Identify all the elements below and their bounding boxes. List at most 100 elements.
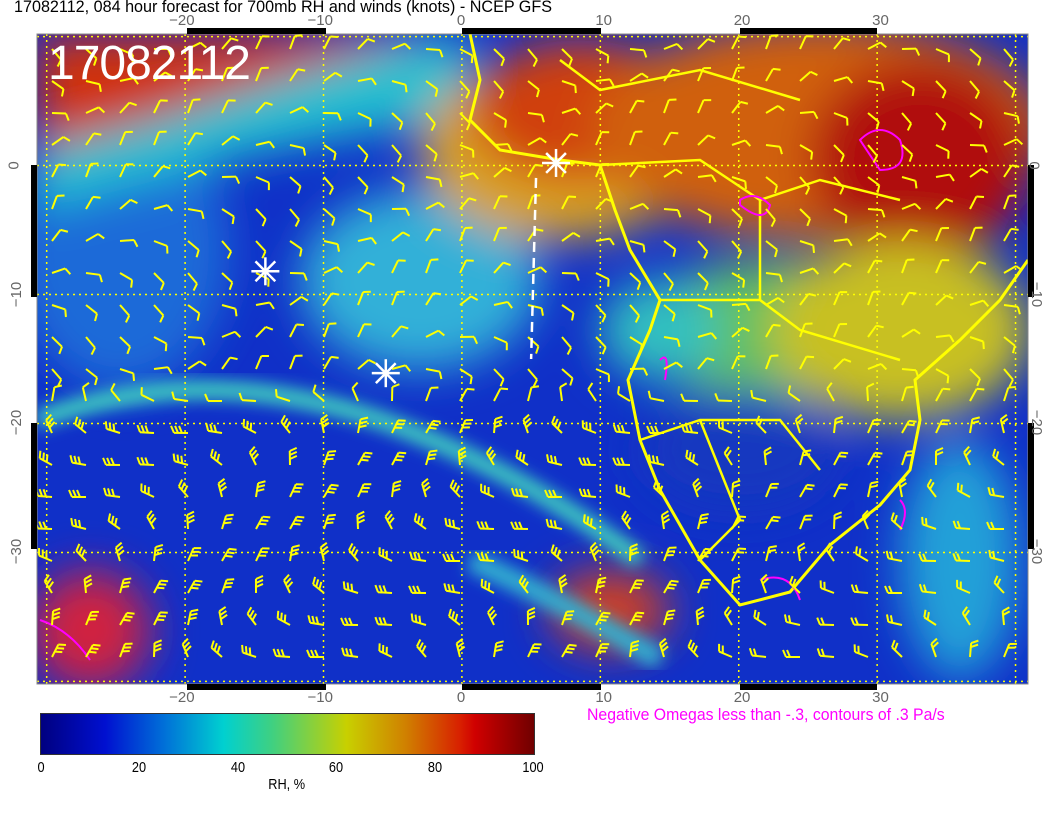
wind-barb (680, 423, 699, 434)
wind-barb (493, 387, 509, 402)
wind-barb (901, 144, 914, 163)
track-line (529, 177, 538, 360)
wind-barb (750, 389, 767, 402)
wind-barb (51, 136, 71, 146)
wind-barb (765, 176, 778, 194)
wind-barb (102, 457, 121, 466)
wind-barb (289, 240, 303, 257)
wind-barb (816, 617, 835, 626)
wind-barb (1003, 112, 1020, 124)
wind-barb (755, 415, 767, 434)
wind-barb (1003, 227, 1019, 242)
wind-barb (787, 385, 801, 402)
wind-barb (969, 144, 988, 153)
wind-barb (153, 71, 173, 82)
wind-barb (765, 240, 778, 258)
wind-barb (238, 392, 257, 402)
wind-barb (340, 617, 359, 626)
omega-contours (39, 129, 906, 661)
colorbar-label: RH, % (268, 776, 306, 793)
wind-barb (935, 368, 950, 384)
wind-barb (51, 384, 63, 402)
wind-barb (969, 195, 985, 210)
wind-barb (867, 112, 880, 130)
lon-tick-label: 30 (872, 12, 889, 29)
colorbar-tick: 0 (37, 759, 45, 776)
wind-barb (209, 448, 223, 466)
wind-barb (550, 544, 563, 562)
wind-barb (119, 368, 136, 381)
wind-barb (171, 391, 189, 402)
wind-barb (714, 393, 733, 402)
wind-barb (323, 71, 343, 82)
wind-barb (969, 336, 985, 350)
wind-barb (357, 176, 369, 195)
wind-barb (629, 611, 645, 626)
wind-barb (935, 173, 955, 182)
wind-barb (119, 304, 131, 323)
wind-barb (581, 420, 597, 434)
wind-barb (493, 300, 513, 309)
wind-barb (992, 448, 1005, 466)
wind-barb (867, 80, 885, 92)
wind-barb (527, 112, 545, 123)
wind-barb (663, 579, 679, 594)
wind-barb (595, 102, 614, 114)
wind-barb (153, 130, 167, 146)
wind-barb (935, 226, 949, 242)
wind-barb (833, 323, 848, 338)
wind-barb (255, 66, 269, 82)
wind-barb (459, 172, 480, 180)
wind-barb (70, 517, 87, 530)
wind-barb (969, 167, 989, 178)
wind-barb (782, 649, 801, 658)
wind-barb (816, 648, 835, 658)
wind-barb (103, 487, 121, 498)
wind-barb (867, 290, 881, 306)
wind-barb (246, 606, 258, 626)
wind-barb (37, 488, 53, 498)
wind-barb (918, 583, 937, 594)
wind-barb (731, 100, 749, 114)
wind-barb (480, 483, 495, 498)
wind-barb (589, 541, 600, 562)
wind-barb (615, 484, 631, 498)
wind-barb (323, 266, 344, 274)
wind-barb (629, 272, 642, 291)
wind-barb (765, 545, 777, 562)
wind-barb (527, 80, 540, 98)
wind-barb (289, 176, 302, 194)
wind-barb (38, 450, 53, 466)
wind-barb (357, 37, 376, 50)
wind-barb (170, 425, 189, 434)
wind-barb (391, 207, 411, 217)
lat-tick-label: −30 (8, 539, 26, 565)
wind-barb (153, 543, 164, 562)
wind-barb (969, 299, 990, 307)
wind-barb (956, 482, 971, 498)
wind-barb (210, 640, 223, 658)
wind-barb (935, 198, 954, 210)
wind-barb (289, 34, 303, 50)
wind-barb (731, 575, 741, 594)
wind-barb (731, 302, 751, 312)
wind-barb (75, 543, 87, 562)
wind-barb (901, 47, 921, 56)
wind-barb (119, 130, 133, 146)
wind-barb (833, 358, 852, 370)
lon-tick-label: 30 (872, 689, 889, 706)
wind-barb (391, 231, 411, 242)
wind-barb (459, 144, 475, 158)
wind-barb (289, 323, 305, 338)
wind-barb (476, 552, 495, 562)
wind-barb (833, 37, 851, 50)
wind-barb (449, 479, 461, 498)
wind-barb (935, 419, 950, 434)
wind-barb (799, 514, 813, 530)
wind-barb (425, 228, 442, 242)
wind-barb (425, 419, 441, 434)
wind-barb (221, 240, 233, 259)
wind-barb (799, 449, 812, 466)
wind-barb (969, 112, 983, 129)
wind-barb (629, 543, 638, 562)
